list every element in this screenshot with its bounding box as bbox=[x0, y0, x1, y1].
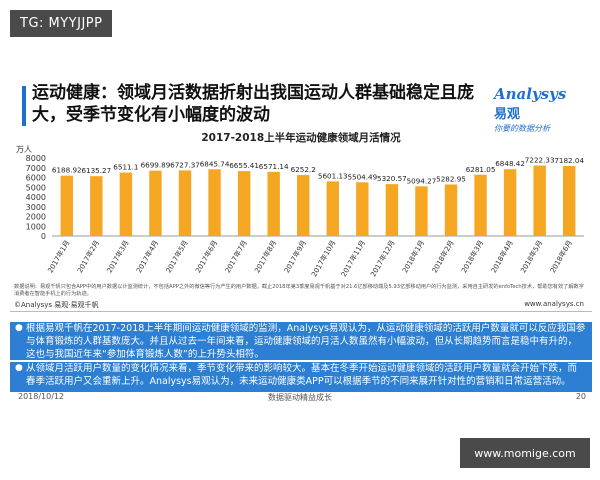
bar bbox=[444, 184, 458, 236]
x-tick-label: 2017年8月 bbox=[252, 239, 278, 275]
y-tick-label: 1000 bbox=[26, 222, 46, 231]
bar bbox=[208, 169, 221, 236]
y-tick-label: 8000 bbox=[26, 154, 46, 163]
bar bbox=[385, 184, 399, 236]
x-tick-label: 2018年1月 bbox=[400, 239, 426, 275]
x-tick-label: 2018年3月 bbox=[459, 239, 485, 275]
x-tick-label: 2017年1月 bbox=[46, 239, 72, 275]
bar bbox=[178, 170, 192, 236]
y-tick-label: 6000 bbox=[26, 174, 46, 183]
bar bbox=[503, 169, 517, 236]
x-tick-label: 2018年6月 bbox=[548, 239, 574, 275]
insight-panel-2: ● 从领域月活跃用户数量的变化情况来看，季节变化带来的影响较大。基本在冬季开始运… bbox=[10, 362, 592, 392]
x-tick-label: 2017年6月 bbox=[193, 239, 219, 275]
source-note: 数据说明：易观千帆只包含APP中的用户数据以计监测统计，不包括APP之外的微信等… bbox=[14, 284, 584, 297]
logo-brand: Analysys bbox=[494, 85, 567, 103]
bar bbox=[356, 182, 369, 236]
x-tick-label: 2017年3月 bbox=[105, 239, 131, 275]
x-tick-label: 2017年9月 bbox=[282, 239, 308, 275]
x-tick-label: 2017年7月 bbox=[223, 239, 249, 275]
title-accent-bar bbox=[22, 86, 26, 126]
bar-value-label: 6188.92 bbox=[52, 166, 82, 175]
bar-value-label: 5282.95 bbox=[436, 174, 466, 183]
bar bbox=[533, 165, 546, 236]
source-right: www.analysys.cn bbox=[524, 300, 584, 308]
watermark-top: TG: MYYJJPP bbox=[10, 10, 113, 37]
bar-value-label: 5094.27 bbox=[407, 176, 437, 185]
x-tick-label: 2017年2月 bbox=[75, 239, 101, 275]
footer-page-number: 20 bbox=[575, 392, 586, 401]
bar-value-label: 6848.42 bbox=[495, 159, 525, 168]
x-tick-label: 2017年12月 bbox=[368, 239, 396, 279]
bar-value-label: 5320.57 bbox=[377, 174, 407, 183]
chart-title: 2017-2018上半年运动健康领域月活情况 bbox=[201, 132, 401, 144]
insight-text-1: 根据易观千帆在2017-2018上半年期间运动健康领域的监测，Analysys易… bbox=[26, 323, 586, 360]
bar bbox=[119, 172, 133, 236]
x-tick-label: 2017年11月 bbox=[339, 239, 367, 279]
bar-value-label: 6845.74 bbox=[200, 159, 230, 168]
y-tick-label: 7000 bbox=[26, 164, 46, 173]
x-tick-label: 2018年5月 bbox=[518, 239, 544, 275]
bar-value-label: 6727.37 bbox=[170, 160, 200, 169]
x-tick-label: 2017年4月 bbox=[134, 239, 160, 275]
footer-date: 2018/10/12 bbox=[18, 392, 65, 401]
bar bbox=[60, 175, 73, 236]
insight-text-2: 从领域月活跃用户数量的变化情况来看，季节变化带来的影响较大。基本在冬季开始运动健… bbox=[26, 363, 578, 387]
footer-slogan: 数据驱动精益成长 bbox=[268, 393, 332, 402]
logo-slogan: 你要的数据分析 bbox=[494, 124, 550, 133]
bullet-icon: ● bbox=[15, 363, 23, 373]
bar-value-label: 6571.14 bbox=[259, 162, 289, 171]
bar bbox=[149, 170, 162, 236]
divider bbox=[10, 311, 592, 312]
x-tick-label: 2017年5月 bbox=[164, 239, 190, 275]
bar-value-label: 6655.41 bbox=[229, 161, 259, 170]
bar bbox=[474, 174, 487, 236]
bar-value-label: 5504.49 bbox=[347, 172, 377, 181]
bar-value-label: 6699.89 bbox=[141, 161, 171, 170]
analysys-logo: Analysys 易观 你要的数据分析 bbox=[494, 84, 582, 133]
y-tick-label: 4000 bbox=[26, 193, 46, 202]
y-tick-label: 5000 bbox=[26, 183, 46, 192]
slide-title: 运动健康：领域月活数据折射出我国运动人群基础稳定且庞大，受季节变化有小幅度的波动 bbox=[32, 83, 474, 125]
bar bbox=[267, 171, 280, 236]
bar bbox=[90, 176, 103, 236]
bar bbox=[326, 181, 339, 236]
y-tick-label: 2000 bbox=[26, 213, 46, 222]
bar bbox=[237, 171, 251, 236]
bar-value-label: 6281.05 bbox=[466, 165, 496, 174]
watermark-bottom: www.momige.com bbox=[460, 438, 590, 468]
x-tick-label: 2017年10月 bbox=[309, 239, 337, 279]
bar bbox=[297, 175, 310, 236]
x-tick-label: 2018年2月 bbox=[430, 239, 456, 275]
bar-value-label: 5601.13 bbox=[318, 171, 348, 180]
insight-panel-1: ● 根据易观千帆在2017-2018上半年期间运动健康领域的监测，Analysy… bbox=[10, 322, 592, 360]
y-tick-label: 3000 bbox=[26, 203, 46, 212]
source-left: ©Analysys 易观·易观千帆 bbox=[14, 301, 99, 309]
bar-value-label: 6135.27 bbox=[81, 166, 111, 175]
bullet-icon: ● bbox=[15, 323, 23, 333]
bar-value-label: 6511.1 bbox=[113, 163, 138, 172]
bar-value-label: 7222.33 bbox=[525, 156, 555, 165]
y-axis-unit-label: 万人 bbox=[16, 145, 32, 154]
x-tick-label: 2018年4月 bbox=[489, 238, 515, 274]
y-tick-label: 0 bbox=[41, 232, 46, 241]
bar-value-label: 7182.04 bbox=[554, 156, 584, 165]
bar bbox=[563, 165, 576, 236]
bar bbox=[415, 186, 428, 236]
bar-value-label: 6252.2 bbox=[291, 165, 316, 174]
logo-brand-cn: 易观 bbox=[494, 107, 521, 122]
